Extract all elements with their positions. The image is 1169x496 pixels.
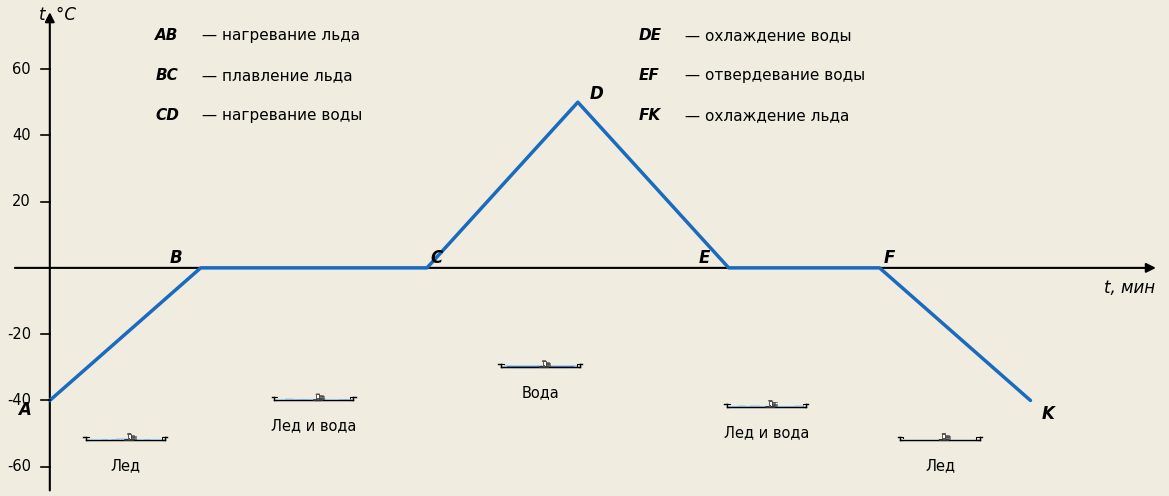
Text: 60: 60 [13,62,30,76]
Bar [316,394,319,400]
Bar [351,397,353,400]
Text: B: B [170,249,182,267]
Bar [900,437,904,440]
Text: BC: BC [155,68,179,83]
Bar [769,401,772,407]
Text: A: A [18,401,30,420]
Text: — охлаждение воды: — охлаждение воды [679,28,851,44]
Bar [542,361,546,367]
Text: — отвердевание воды: — отвердевание воды [679,68,865,83]
Text: -40: -40 [7,393,30,408]
Text: E: E [699,249,710,267]
Bar [544,366,545,367]
Bar [729,406,803,407]
Text: — нагревание воды: — нагревание воды [196,108,362,123]
Bar [942,434,946,440]
Text: D: D [589,85,603,103]
Bar [275,397,277,400]
Bar [127,434,131,440]
Bar [727,404,729,407]
Bar [277,399,351,400]
Bar [769,405,772,407]
Bar [129,438,130,440]
Bar [943,438,945,440]
Text: EF: EF [638,68,659,83]
Text: t, мин: t, мин [1104,279,1155,298]
Text: Вода: Вода [521,385,559,401]
Text: -20: -20 [7,327,30,342]
Text: C: C [430,249,443,267]
Bar [504,365,576,367]
Text: — охлаждение льда: — охлаждение льда [679,108,849,123]
Text: Лед: Лед [110,458,140,473]
Bar [85,437,89,440]
Text: DE: DE [638,28,662,44]
Bar [976,437,980,440]
Bar [904,439,976,440]
Text: FK: FK [638,108,660,123]
Bar [277,398,351,400]
Text: Лед: Лед [925,458,955,473]
Text: 40: 40 [13,128,30,143]
Text: F: F [884,249,894,267]
Bar [729,405,803,406]
Text: -60: -60 [7,459,30,474]
Text: AB: AB [155,28,179,44]
Bar [576,365,580,368]
Bar [161,437,165,440]
Bar [89,438,161,440]
Text: K: K [1042,405,1054,423]
Text: Лед и вода: Лед и вода [271,419,357,434]
Bar [317,398,319,400]
Text: CD: CD [155,108,179,123]
Text: Лед и вода: Лед и вода [724,425,809,440]
Text: — нагревание льда: — нагревание льда [196,28,360,44]
Bar [803,404,807,407]
Text: 20: 20 [12,194,30,209]
Bar [500,365,504,368]
Text: t, °C: t, °C [39,6,76,24]
Text: — плавление льда: — плавление льда [196,68,353,83]
